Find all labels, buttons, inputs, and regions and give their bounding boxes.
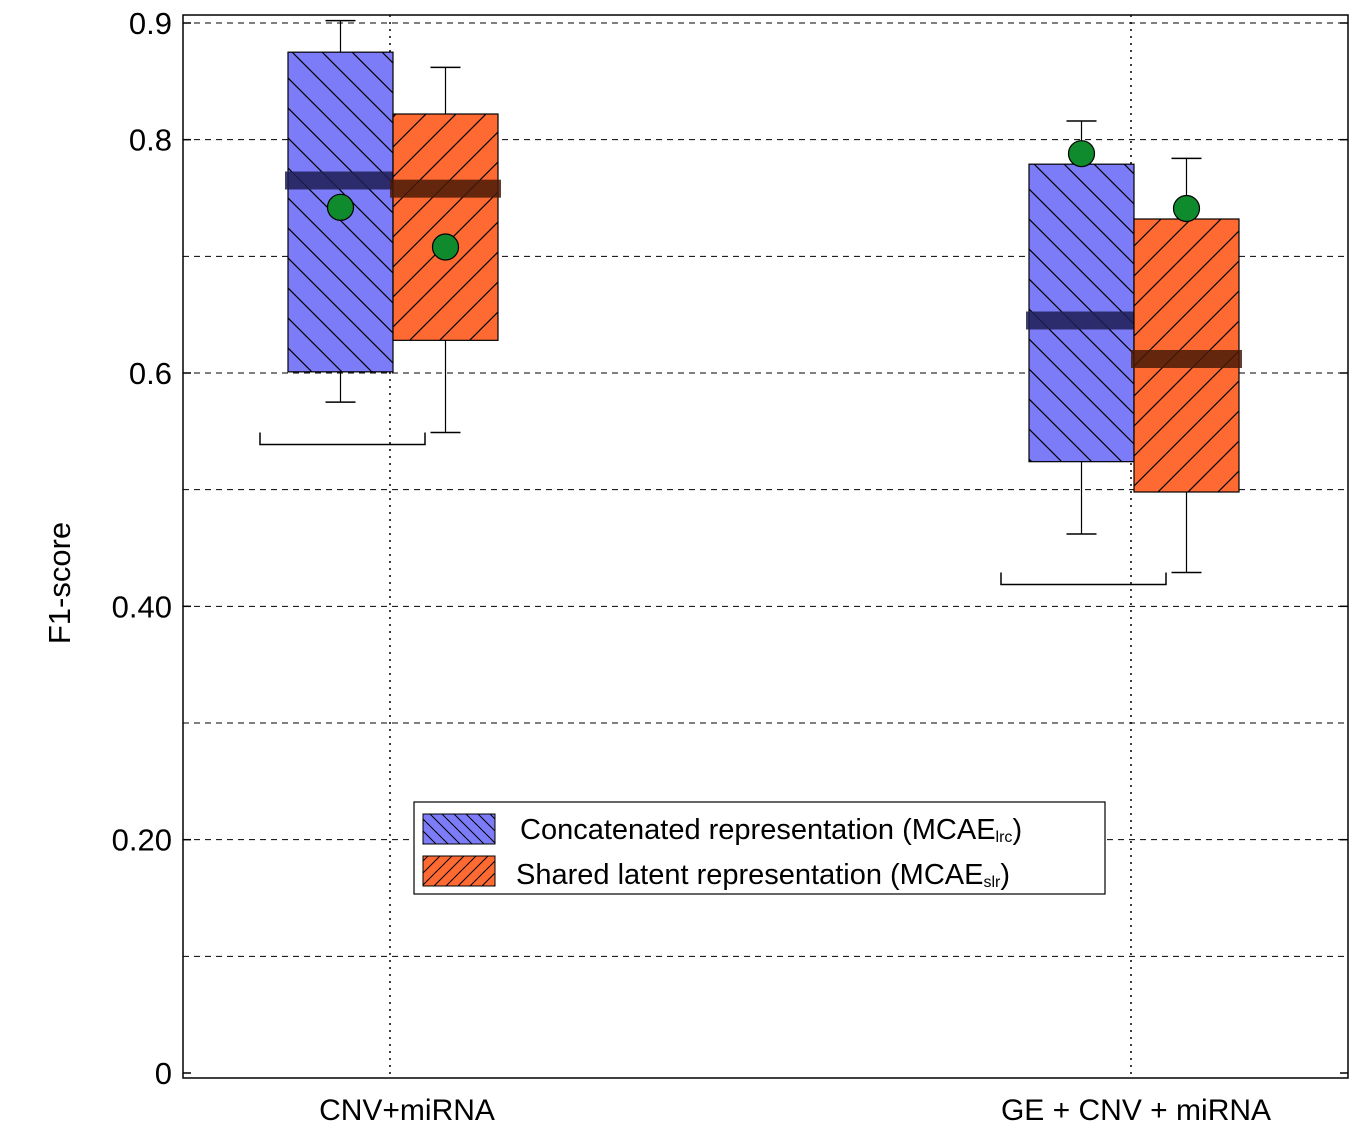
mean-marker: [326, 193, 355, 221]
y-tick-label: 0.9: [129, 6, 172, 41]
y-axis-label: F1-score: [42, 522, 77, 644]
group-bracket: [1000, 572, 1167, 586]
legend: Concatenated representation (MCAElrc) Sh…: [413, 801, 1106, 895]
box-0-0: [285, 19, 396, 403]
median-line: [1131, 350, 1242, 368]
legend-frame: [413, 801, 1106, 895]
mean-marker: [1172, 194, 1201, 223]
legend-entry-concatenated: Concatenated representation (MCAElrc): [422, 813, 1022, 846]
box-0-1: [1026, 120, 1137, 535]
box-hatch: [393, 114, 498, 341]
median-line: [285, 171, 396, 190]
legend-entry-shared: Shared latent representation (MCAEslr): [422, 855, 1010, 891]
boxes: [259, 19, 1242, 586]
legend-label-shared: Shared latent representation (MCAEslr): [516, 859, 1010, 891]
plot-frame: [182, 14, 1349, 1079]
legend-swatch-shared-hatch: [423, 856, 495, 886]
x-tick-label: GE + CNV + miRNA: [1001, 1094, 1271, 1127]
median-line: [1026, 311, 1137, 330]
y-tick-label: 0.20: [112, 823, 172, 858]
median-line: [390, 179, 501, 198]
legend-label-concatenated: Concatenated representation (MCAElrc): [520, 814, 1022, 846]
group-bracket: [259, 432, 426, 446]
mean-marker: [431, 233, 460, 261]
plot-area: [182, 14, 1349, 1079]
y-tick-label: 0.6: [129, 356, 172, 391]
legend-swatch-concatenated-hatch: [423, 814, 495, 844]
mean-marker: [1067, 140, 1096, 168]
y-tick-label: 0: [155, 1056, 172, 1091]
axes: F1-score CNV+miRNA GE + CNV + miRNA 0 0.20 0…: [42, 6, 1348, 1127]
box-1-1: [1131, 157, 1242, 574]
y-tick-label: 0.8: [129, 123, 172, 158]
box-1-0: [390, 66, 501, 434]
y-tick-label: 0.40: [112, 589, 172, 624]
x-tick-label: CNV+miRNA: [319, 1094, 495, 1127]
